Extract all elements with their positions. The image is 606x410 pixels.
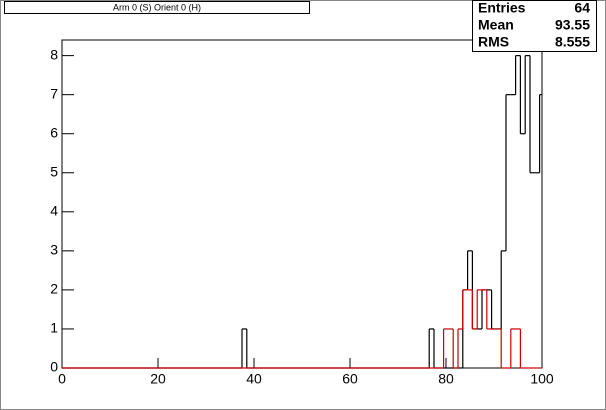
y-tick-label: 3 bbox=[50, 242, 58, 258]
x-tick-label: 0 bbox=[58, 371, 66, 387]
y-tick-label: 8 bbox=[50, 46, 58, 62]
y-tick-label: 1 bbox=[50, 320, 58, 336]
x-tick-label: 40 bbox=[246, 371, 262, 387]
stats-value: 64 bbox=[574, 0, 590, 16]
y-tick-label: 0 bbox=[50, 359, 58, 375]
y-tick-label: 2 bbox=[50, 281, 58, 297]
stats-value: 93.55 bbox=[555, 17, 590, 33]
stats-label: Entries bbox=[478, 0, 526, 16]
y-tick-label: 5 bbox=[50, 163, 58, 179]
stats-label: RMS bbox=[478, 34, 509, 50]
x-tick-label: 80 bbox=[438, 371, 454, 387]
y-tick-label: 7 bbox=[50, 85, 58, 101]
x-tick-label: 20 bbox=[150, 371, 166, 387]
chart-title: Arm 0 (S) Orient 0 (H) bbox=[113, 2, 201, 12]
y-tick-label: 6 bbox=[50, 124, 58, 140]
stats-label: Mean bbox=[478, 17, 514, 33]
stats-box bbox=[472, 0, 597, 52]
x-tick-label: 100 bbox=[530, 371, 554, 387]
y-tick-label: 4 bbox=[50, 203, 58, 219]
x-tick-label: 60 bbox=[342, 371, 358, 387]
plot-frame bbox=[61, 39, 543, 369]
stats-value: 8.555 bbox=[555, 34, 590, 50]
title-box bbox=[4, 1, 310, 14]
